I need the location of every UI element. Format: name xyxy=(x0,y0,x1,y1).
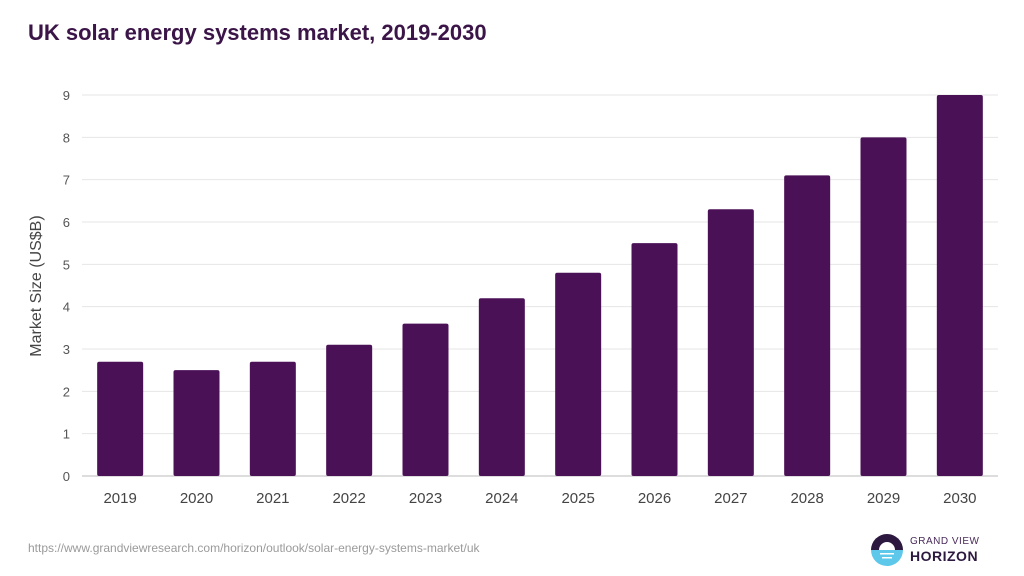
x-tick-label: 2028 xyxy=(790,490,823,507)
bar-2020 xyxy=(173,370,220,476)
x-tick-label: 2026 xyxy=(638,490,671,507)
y-tick-label: 3 xyxy=(63,342,70,357)
bar-2026 xyxy=(631,243,678,476)
grand-view-horizon-logo: GRAND VIEW HORIZON xyxy=(870,533,1000,567)
bar-2021 xyxy=(249,361,296,476)
x-tick-label: 2020 xyxy=(180,490,213,507)
x-tick-label: 2024 xyxy=(485,490,518,507)
bar-2029 xyxy=(860,137,907,477)
chart-title: UK solar energy systems market, 2019-203… xyxy=(28,20,487,45)
bar-2019 xyxy=(97,361,144,476)
x-tick-label: 2021 xyxy=(256,490,289,507)
x-tick-label: 2022 xyxy=(332,490,365,507)
logo-text-grand-view: GRAND VIEW xyxy=(910,536,980,547)
horizon-logo-icon xyxy=(871,534,903,566)
y-tick-label: 8 xyxy=(63,130,70,145)
y-tick-label: 6 xyxy=(63,215,70,230)
y-tick-label: 1 xyxy=(63,427,70,442)
y-tick-label: 0 xyxy=(63,469,70,484)
y-tick-label: 2 xyxy=(63,384,70,399)
y-axis-label: Market Size (US$B) xyxy=(28,215,45,356)
source-url[interactable]: https://www.grandviewresearch.com/horizo… xyxy=(28,541,480,555)
bar-2025 xyxy=(555,272,602,476)
bar-2024 xyxy=(478,298,525,476)
logo-text-horizon: HORIZON xyxy=(910,548,979,564)
y-tick-label: 7 xyxy=(63,173,70,188)
x-tick-label: 2023 xyxy=(409,490,442,507)
x-tick-label: 2029 xyxy=(867,490,900,507)
x-tick-label: 2030 xyxy=(943,490,976,507)
bar-2030 xyxy=(936,95,983,476)
y-tick-label: 5 xyxy=(63,257,70,272)
x-tick-label: 2019 xyxy=(103,490,136,507)
y-tick-label: 4 xyxy=(63,300,70,315)
bar-2023 xyxy=(402,323,449,476)
x-tick-label: 2025 xyxy=(561,490,594,507)
y-tick-label: 9 xyxy=(63,88,70,103)
bar-2028 xyxy=(784,175,831,476)
bar-2022 xyxy=(326,344,373,476)
bar-2027 xyxy=(707,209,754,477)
x-tick-label: 2027 xyxy=(714,490,747,507)
